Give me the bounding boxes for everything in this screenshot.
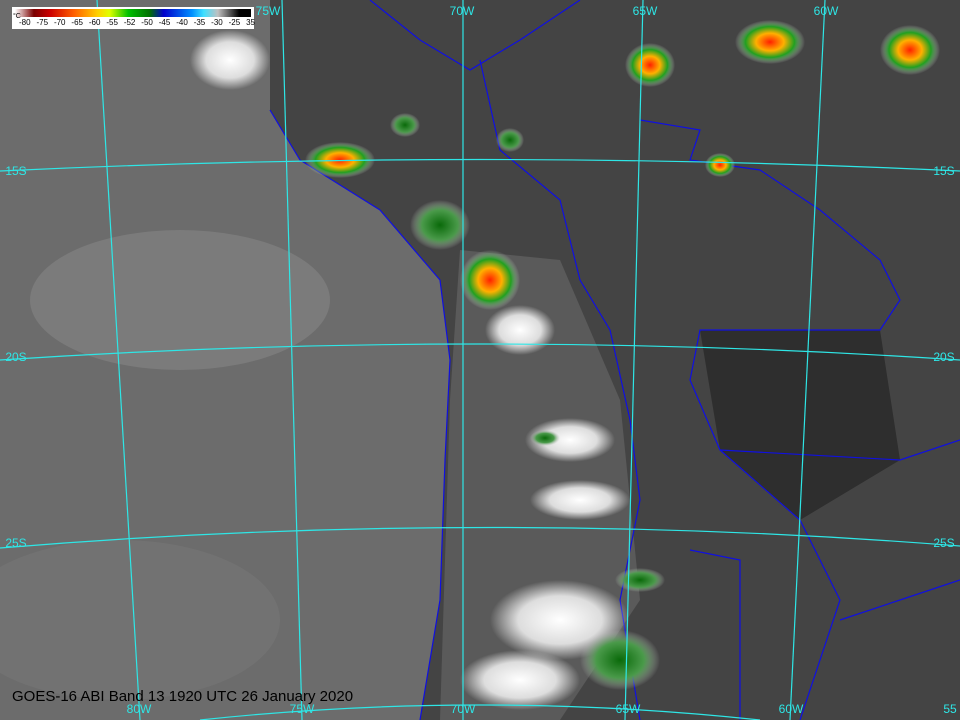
colorbar-tick-label: -75 [36, 18, 49, 27]
colorbar-tick-label: 35 [246, 18, 255, 27]
grid-label-top: 60W [813, 4, 839, 18]
colorbar: °C -80 -75 -70 -65 -60 -55 -52 -50 -45 -40 -35 -30-… [12, 7, 255, 29]
colorbar-tick-label: -50 [141, 18, 153, 27]
grid-label-left: 25S [5, 536, 27, 550]
grid-label-top: 70W [449, 4, 475, 18]
grid-label-bottom: 60W [778, 702, 804, 716]
grid-label-left: 20S [5, 350, 27, 364]
grid-label-bottom: 75W [289, 702, 315, 716]
grid-label-left: 15S [5, 164, 27, 178]
image-caption: GOES-16 ABI Band 13 1920 UTC 26 January … [12, 688, 354, 705]
colorbar-tick-label: -55 [106, 18, 118, 27]
grid-label-top: 75W [255, 4, 281, 18]
grid-label-top: 65W [632, 4, 658, 18]
colorbar-tick-label: -40 [176, 18, 188, 27]
colorbar-tick-label: -52 [123, 18, 136, 27]
grid-label-right: 20S [933, 350, 955, 364]
colorbar-tick-label: -30 [211, 18, 223, 27]
colorbar-tick-label: -70 [53, 18, 66, 27]
grid-label-bottom: 80W [126, 702, 152, 716]
colorbar-tick-label: -35 [193, 18, 206, 27]
grid-label-right: 15S [933, 164, 955, 178]
grid-label-bottom: 55 [943, 702, 957, 716]
grid-label-bottom: 70W [450, 702, 476, 716]
grid-label-bottom: 65W [615, 702, 641, 716]
grid-label-right: 25S [933, 536, 955, 550]
colorbar-gradient [15, 9, 251, 17]
colorbar-tick-label: -65 [71, 18, 83, 27]
colorbar-tick-label: -25 [228, 18, 241, 27]
clouds [190, 20, 940, 710]
colorbar-unit: °C [13, 13, 21, 20]
colorbar-tick-label: -80 [19, 18, 31, 27]
colorbar-tick-label: -45 [158, 18, 171, 27]
colorbar-tick-label: -60 [88, 18, 101, 27]
colorbar-ticks: -80 -75 -70 -65 -60 -55 -52 -50 -45 -40 -35 -30 -25 3… [19, 18, 255, 27]
